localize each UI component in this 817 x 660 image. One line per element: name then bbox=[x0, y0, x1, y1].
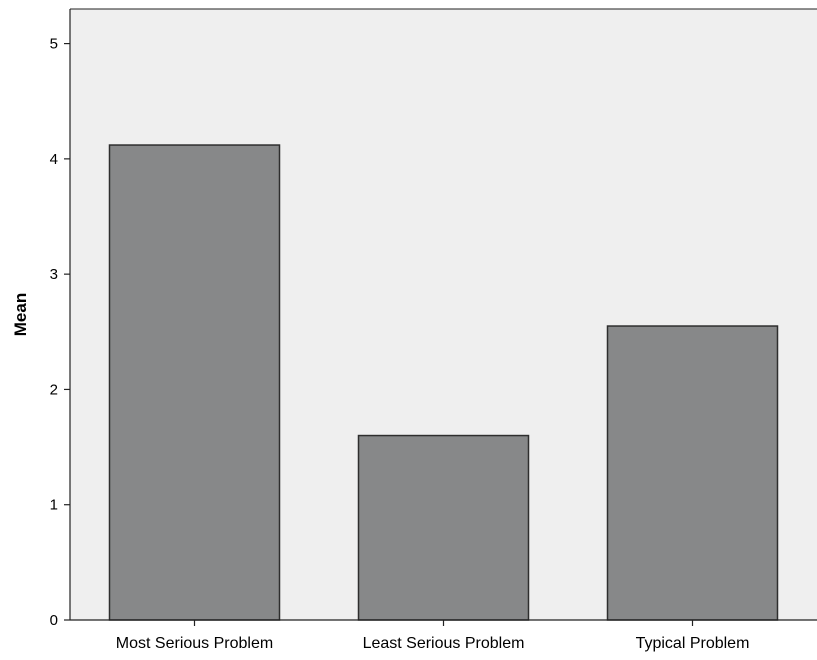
x-category-label: Typical Problem bbox=[636, 635, 750, 652]
bars bbox=[108, 144, 779, 621]
bar-3 bbox=[606, 325, 779, 621]
y-tick-label: 5 bbox=[50, 36, 58, 53]
bar-2 bbox=[357, 434, 530, 621]
y-tick-label: 3 bbox=[50, 266, 58, 283]
y-tick-label: 0 bbox=[50, 612, 58, 629]
y-tick-label: 2 bbox=[50, 381, 58, 398]
bar-1 bbox=[108, 144, 281, 621]
y-axis-title: Mean bbox=[11, 293, 30, 336]
x-category-label: Most Serious Problem bbox=[116, 635, 273, 652]
x-axis-labels: Most Serious Problem Least Serious Proble… bbox=[116, 620, 750, 652]
y-tick-label: 4 bbox=[50, 151, 58, 168]
y-axis-ticks: 0 1 2 3 4 5 bbox=[50, 36, 70, 629]
x-category-label: Least Serious Problem bbox=[363, 635, 525, 652]
y-tick-label: 1 bbox=[50, 497, 58, 514]
